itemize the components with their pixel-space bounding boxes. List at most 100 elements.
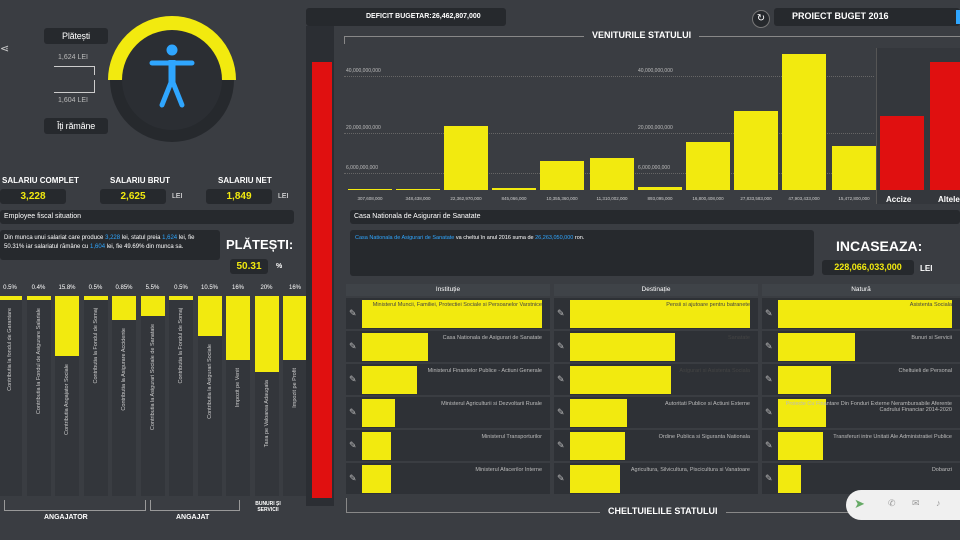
revenue-bar[interactable] — [590, 157, 634, 190]
phone-icon[interactable]: ✆ — [888, 498, 896, 508]
list-row-natura[interactable]: ✎ Dobanzi — [762, 463, 960, 494]
contribution-pct: 16% — [231, 285, 244, 291]
list-bar — [778, 300, 953, 328]
altele-label[interactable]: Altele — [938, 195, 960, 204]
contribution-column[interactable]: Taxa pe Valoarea Adaugata — [254, 296, 279, 496]
revenue-bar[interactable] — [540, 160, 584, 190]
revenue-bar[interactable] — [348, 188, 392, 190]
list-row-natura[interactable]: ✎ Proiecte Cu Finantare Din Fonduri Exter… — [762, 397, 960, 428]
edit-icon[interactable]: ✎ — [765, 341, 773, 351]
list-row-destinatie[interactable]: ✎ Ordine Publica si Siguranta Nationala — [554, 430, 758, 461]
employee-amount-a: 3,228 — [105, 235, 121, 241]
edit-icon[interactable]: ✎ — [765, 308, 773, 318]
deficit-bar-fill — [312, 62, 332, 498]
revenue-bar[interactable] — [832, 146, 876, 190]
revenue-bar[interactable] — [492, 187, 536, 190]
salariu-brut-value: 2,625 — [100, 189, 166, 204]
list-row-destinatie[interactable]: ✎ Autoritati Publice si Actiuni Externe — [554, 397, 758, 428]
contribution-fill — [26, 296, 51, 300]
contribution-column[interactable]: Contributia la Asigurare Accidente — [112, 296, 136, 496]
revenue-bar[interactable] — [686, 142, 730, 190]
list-row-institutie[interactable]: ✎ Ministerul Agriculturii si Dezvoltarii … — [346, 397, 550, 428]
list-row-institutie[interactable]: ✎ Ministerul Transporturilor — [346, 430, 550, 461]
edit-icon[interactable]: ✎ — [765, 440, 773, 450]
chat-widget[interactable]: ➤ ✆ ✉ ♪ — [846, 490, 960, 520]
edit-icon[interactable]: ✎ — [349, 473, 357, 483]
list-row-destinatie[interactable]: ✎ Sanatate — [554, 331, 758, 362]
contribution-column[interactable]: Impozit pe Profit — [283, 296, 307, 496]
refresh-icon[interactable]: ↻ — [752, 10, 770, 28]
project-toggle[interactable] — [956, 10, 960, 24]
revenue-bar[interactable] — [734, 110, 778, 190]
contribution-column[interactable]: Contributia la Fondul de Asigurare Salar… — [26, 296, 51, 496]
contribution-column[interactable]: Contributia la Asigurari Sociale de Sana… — [140, 296, 165, 496]
contribution-column[interactable]: Contributia la Asigurari Sociale — [197, 296, 222, 496]
contribution-label: Taxa pe Valoarea Adaugata — [263, 380, 270, 448]
edit-icon[interactable]: ✎ — [349, 341, 357, 351]
edit-icon[interactable]: ✎ — [557, 407, 565, 417]
selected-inst-link[interactable]: Casa Nationala de Asigurari de Sanatate — [355, 235, 455, 241]
edit-icon[interactable]: ✎ — [765, 374, 773, 384]
list-row-institutie[interactable]: ✎ Ministerul Muncii, Familiei, Protectiei… — [346, 298, 550, 329]
list-row-destinatie[interactable]: ✎ Pensii si ajutoare pentru batranete — [554, 298, 758, 329]
revenue-bar[interactable] — [638, 187, 682, 190]
list-bar — [362, 432, 392, 460]
edit-icon[interactable]: ✎ — [557, 440, 565, 450]
share-icon[interactable]: ⋖ — [0, 43, 10, 55]
revenue-bar[interactable] — [930, 62, 960, 190]
contribution-column[interactable]: Contributia la fondul de Garantare — [0, 296, 22, 496]
col-header-institutie[interactable]: Instituție — [346, 284, 550, 296]
edit-icon[interactable]: ✎ — [557, 374, 565, 384]
incaseaza-unit: LEI — [920, 264, 933, 273]
list-bar — [570, 300, 751, 328]
project-title-bar[interactable]: PROIECT BUGET 2016 — [774, 8, 960, 26]
revenue-bar[interactable] — [782, 53, 826, 190]
revenue-bar[interactable] — [880, 116, 924, 190]
gauge-svg — [108, 16, 236, 142]
edit-icon[interactable]: ✎ — [349, 374, 357, 384]
edit-icon[interactable]: ✎ — [349, 308, 357, 318]
contribution-column[interactable]: Contributia la Fondul de Somaj — [169, 296, 193, 496]
contribution-column[interactable]: Contributia la Fondul de Somaj — [83, 296, 108, 496]
revenue-bar[interactable] — [396, 188, 440, 190]
contribution-label: Contributia la fondul de Garantare — [7, 308, 13, 391]
edit-icon[interactable]: ✎ — [557, 308, 565, 318]
list-row-natura[interactable]: ✎ Bunuri si Servicii — [762, 331, 960, 362]
contribution-fill — [140, 296, 165, 316]
platesti-pct-value: 50.31 — [230, 259, 268, 274]
revenue-bar[interactable] — [444, 126, 488, 190]
list-row-natura[interactable]: ✎ Cheltuieli de Personal — [762, 364, 960, 395]
list-row-destinatie[interactable]: ✎ Agricultura, Silvicultura, Piscicultura… — [554, 463, 758, 494]
contribution-label: Contributia la Fondul de Somaj — [178, 308, 184, 384]
edit-icon[interactable]: ✎ — [765, 407, 773, 417]
list-row-institutie[interactable]: ✎ Casa Nationala de Asigurari de Sanatate — [346, 331, 550, 362]
list-row-natura[interactable]: ✎ Asistenta Sociala — [762, 298, 960, 329]
list-label: Cheltuieli de Personal — [898, 368, 952, 374]
edit-icon[interactable]: ✎ — [349, 440, 357, 450]
accize-label[interactable]: Accize — [886, 195, 912, 204]
contribution-column[interactable]: Contributia Angajator Sociale — [55, 296, 79, 496]
edit-icon[interactable]: ✎ — [765, 473, 773, 483]
list-row-institutie[interactable]: ✎ Ministerul Afacerilor Interne — [346, 463, 550, 494]
send-icon[interactable]: ➤ — [854, 496, 865, 511]
col-header-natura[interactable]: Natură — [762, 284, 960, 296]
list-row-institutie[interactable]: ✎ Ministerul Finantelor Publice - Actiuni… — [346, 364, 550, 395]
message-icon[interactable]: ✉ — [912, 498, 920, 508]
edit-icon[interactable]: ✎ — [557, 341, 565, 351]
deficit-value: 26,462,807,000 — [432, 13, 481, 20]
list-row-natura[interactable]: ✎ Transferuri intre Unitati Ale Administr… — [762, 430, 960, 461]
platesti-amount: 1,624 LEI — [58, 54, 88, 61]
group-label-angajator: ANGAJATOR — [44, 514, 88, 521]
contribution-label: Contributia la Asigurari Sociale de Sana… — [149, 324, 156, 431]
list-row-destinatie[interactable]: ✎ Asigurari si Asistenta Sociala — [554, 364, 758, 395]
contribution-column[interactable]: Impozit pe Venit — [226, 296, 250, 496]
edit-icon[interactable]: ✎ — [349, 407, 357, 417]
bell-icon[interactable]: ♪ — [936, 498, 941, 508]
revenue-bar-label: 893,095,000 — [647, 196, 673, 201]
edit-icon[interactable]: ✎ — [557, 473, 565, 483]
col-header-destinatie[interactable]: Destinație — [554, 284, 758, 296]
chart-axis-label-right: 20,000,000,000 — [638, 125, 673, 132]
project-title: PROIECT BUGET 2016 — [792, 11, 889, 21]
salariu-complet-label: SALARIU COMPLET — [2, 176, 79, 185]
group-label-angajat: ANGAJAT — [176, 514, 210, 521]
